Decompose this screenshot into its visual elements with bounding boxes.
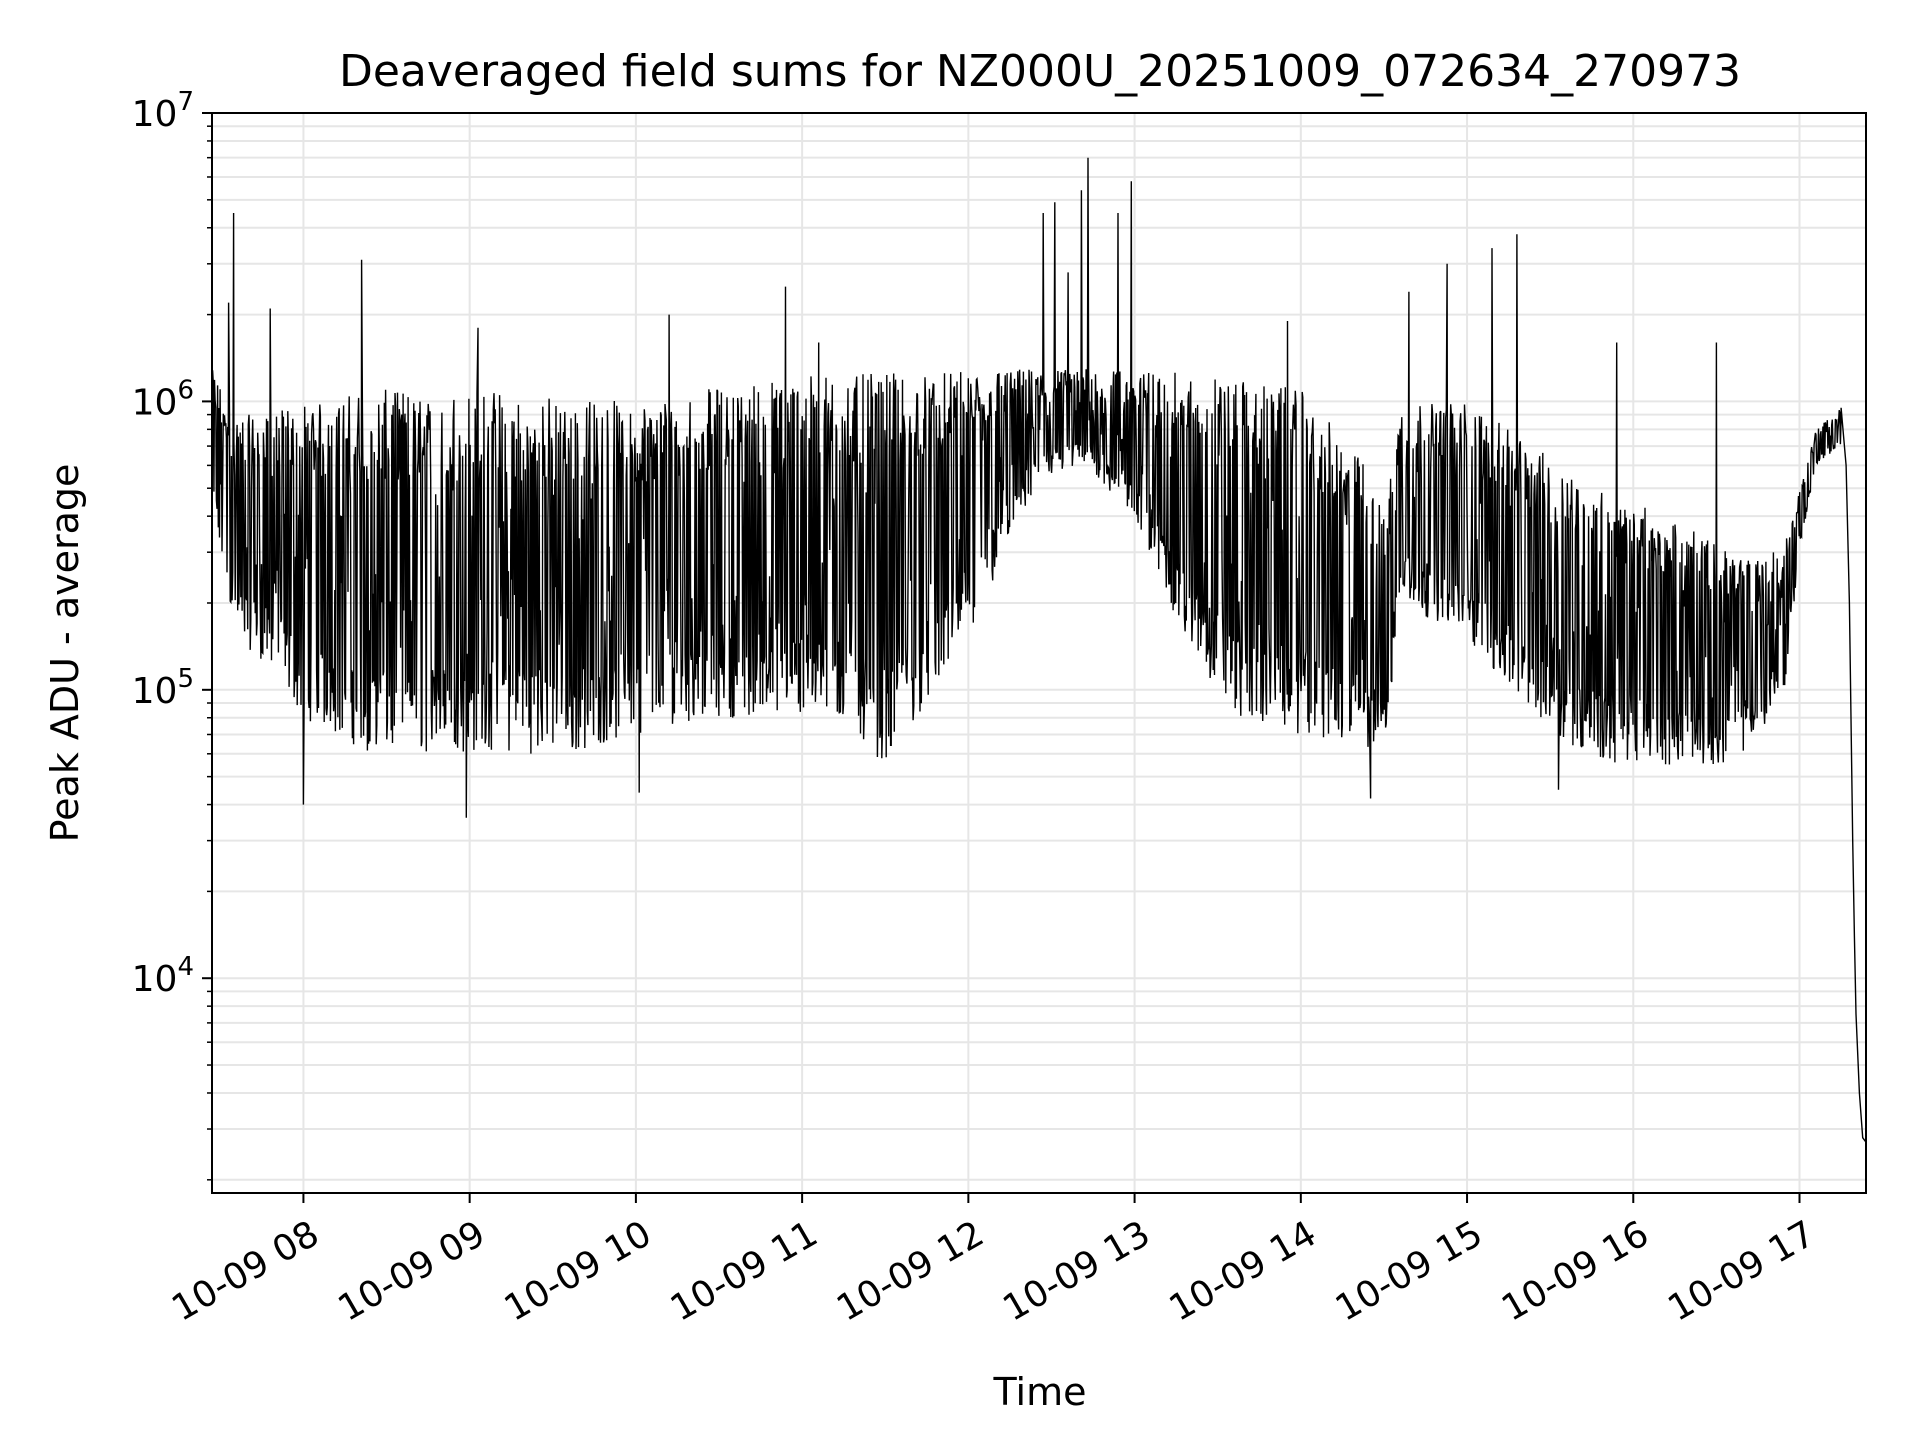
series-line — [212, 157, 1866, 1143]
y-tick-label: 106 — [132, 375, 194, 423]
plot-area — [212, 157, 1866, 1143]
y-axis: 104 105 106 107 — [132, 87, 212, 1181]
chart-title: Deaveraged field sums for NZ000U_2025100… — [339, 46, 1741, 97]
x-axis-label: Time — [993, 1370, 1087, 1414]
y-tick-label: 104 — [132, 952, 194, 1000]
axes-frame — [211, 112, 1867, 1194]
y-tick-label: 105 — [132, 664, 194, 712]
y-tick-label: 107 — [132, 87, 194, 135]
y-axis-label: Peak ADU - average — [43, 464, 87, 843]
